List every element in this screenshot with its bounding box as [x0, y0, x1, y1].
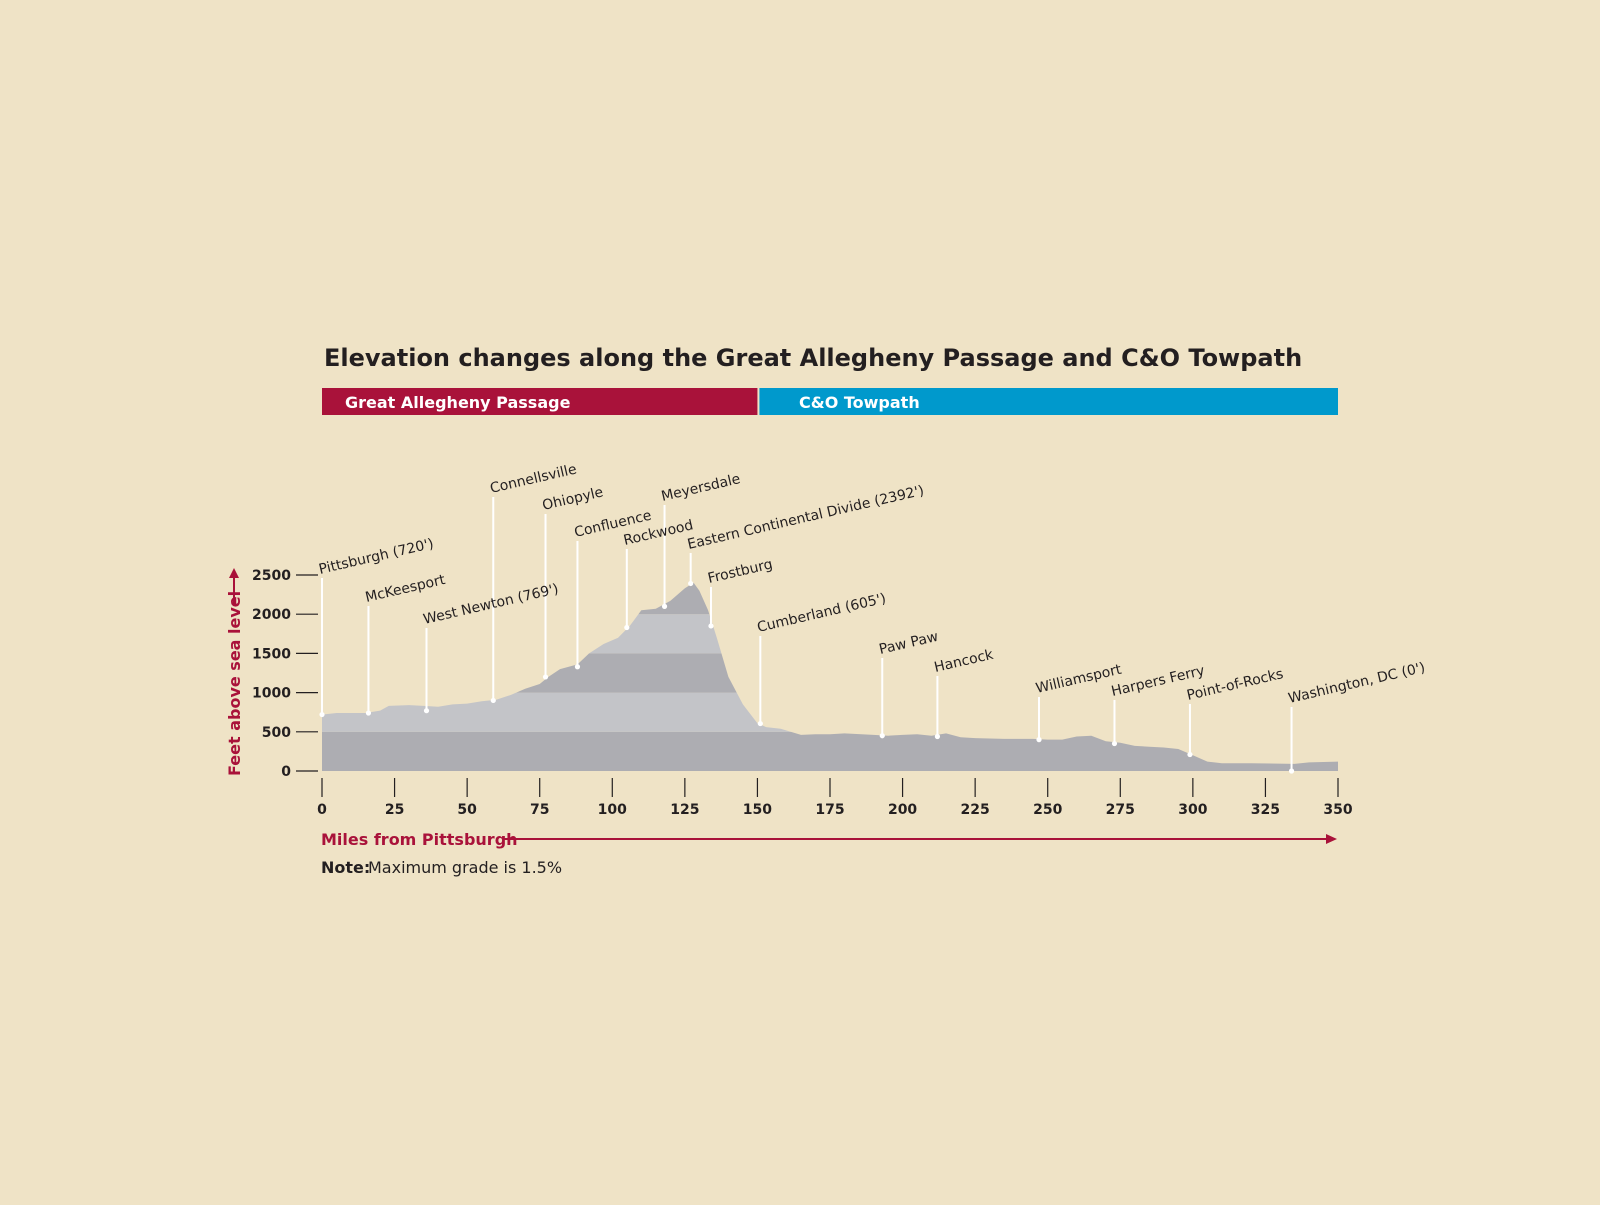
y-axis-title: Feet above sea level — [225, 591, 244, 776]
x-tick-label-300: 300 — [1178, 802, 1207, 818]
y-tick-label-0: 0 — [281, 764, 291, 780]
x-tick-label-0: 0 — [317, 802, 327, 818]
x-tick-label-200: 200 — [888, 802, 917, 818]
y-tick-label-1500: 1500 — [252, 646, 291, 662]
x-tick-label-150: 150 — [743, 802, 772, 818]
y-axis-arrow-head — [229, 568, 239, 578]
x-tick-label-225: 225 — [961, 802, 990, 818]
leader-dot-10 — [757, 720, 763, 727]
y-tick-label-2500: 2500 — [252, 568, 291, 584]
x-tick-label-275: 275 — [1106, 802, 1135, 818]
x-axis-title: Miles from Pittsburgh — [321, 830, 518, 849]
leader-dot-3 — [490, 697, 496, 704]
x-tick-label-75: 75 — [530, 802, 549, 818]
x-tick-label-250: 250 — [1033, 802, 1062, 818]
leader-dot-8 — [688, 580, 694, 587]
gap-section-bar — [322, 388, 758, 415]
leader-dot-15 — [1187, 751, 1193, 758]
leader-dot-1 — [365, 710, 372, 716]
leader-dot-6 — [624, 624, 630, 631]
leader-dot-14 — [1111, 740, 1118, 747]
x-tick-label-325: 325 — [1251, 802, 1280, 818]
x-tick-label-350: 350 — [1323, 802, 1352, 818]
x-tick-label-100: 100 — [598, 802, 627, 818]
leader-dot-13 — [1036, 737, 1042, 743]
note-label: Note: — [321, 858, 370, 877]
leader-dot-11 — [879, 733, 885, 739]
x-tick-label-50: 50 — [457, 802, 477, 818]
note-text: Maximum grade is 1.5% — [368, 858, 562, 877]
co-section-label: C&O Towpath — [799, 393, 920, 412]
leader-dot-0 — [319, 711, 325, 718]
leader-dot-12 — [934, 733, 941, 740]
x-axis-arrow-head — [1326, 834, 1337, 844]
axes: 0 500 1000 1500 2000 2500 0 25 50 75 100 125 150 175 2… — [252, 568, 1353, 818]
x-tick-label-125: 125 — [670, 802, 699, 818]
y-tick-label-2000: 2000 — [252, 607, 291, 623]
leader-dot-9 — [708, 623, 714, 629]
chart-title: Elevation changes along the Great Allegh… — [324, 344, 1302, 372]
x-tick-label-25: 25 — [385, 802, 404, 818]
leader-dot-2 — [423, 708, 430, 714]
y-tick-label-500: 500 — [262, 725, 291, 741]
x-tick-label-175: 175 — [815, 802, 844, 818]
y-tick-label-1000: 1000 — [252, 686, 291, 702]
leader-dot-7 — [661, 603, 668, 609]
gap-section-label: Great Allegheny Passage — [345, 393, 571, 412]
leader-dot-4 — [542, 674, 549, 680]
place-leaders — [319, 497, 1295, 774]
co-section-bar — [759, 388, 1338, 415]
leader-dot-16 — [1288, 768, 1295, 774]
leader-dot-5 — [574, 664, 581, 670]
